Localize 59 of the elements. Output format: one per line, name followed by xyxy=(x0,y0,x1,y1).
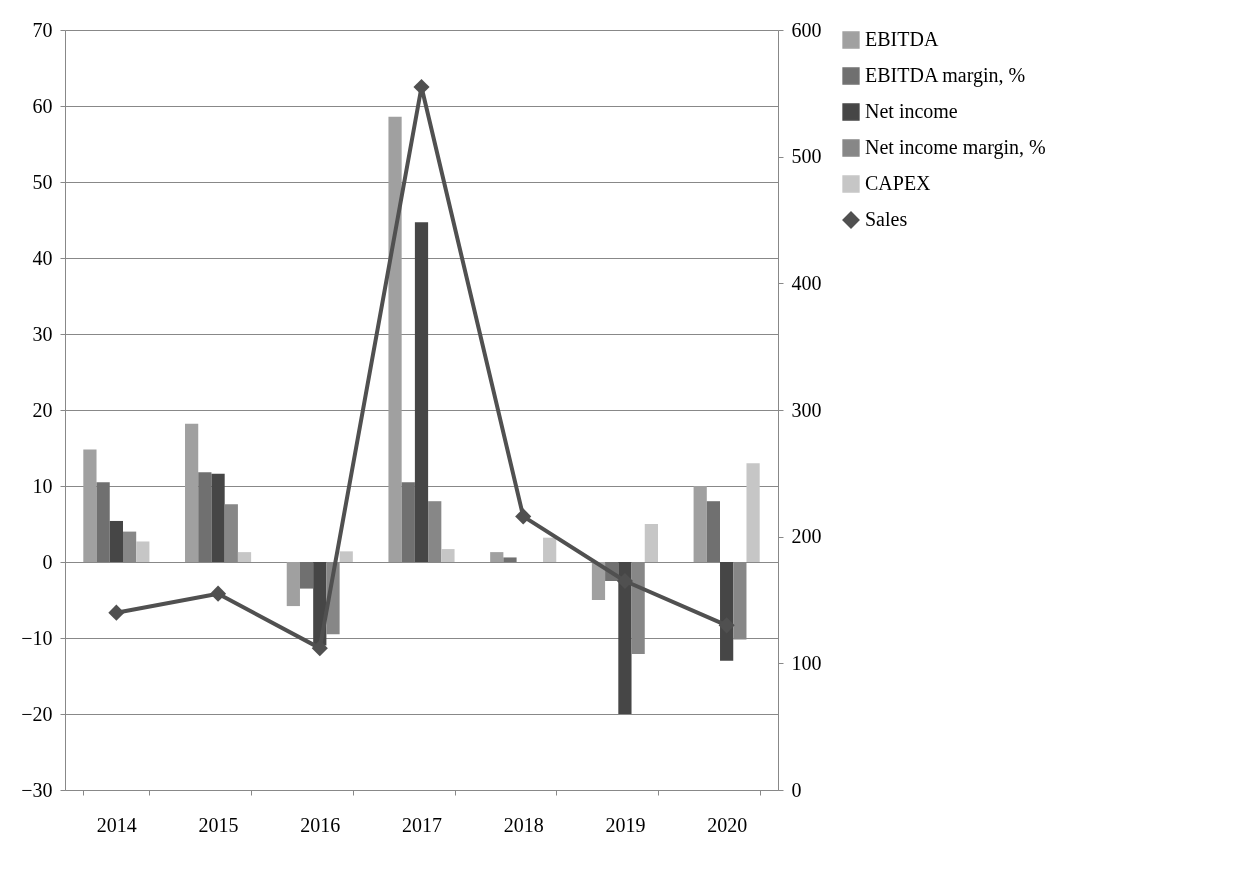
legend-label: Sales xyxy=(865,208,908,230)
bar xyxy=(490,552,504,562)
bar xyxy=(441,549,455,562)
point xyxy=(718,617,735,634)
y-tick-label: −30 xyxy=(21,778,53,801)
x-tick-label: 2018 xyxy=(503,813,544,836)
legend-label: EBITDA margin, % xyxy=(865,64,1026,87)
bar xyxy=(211,473,225,562)
y2-tick-label: 400 xyxy=(791,271,822,294)
y2-tick-label: 100 xyxy=(791,651,822,674)
bar xyxy=(414,222,429,562)
y2-tick-label: 200 xyxy=(791,525,822,548)
y-tick-label: 0 xyxy=(42,550,53,573)
y-tick-label: −20 xyxy=(21,702,53,725)
y-tick-label: 30 xyxy=(32,322,53,345)
bar xyxy=(388,116,402,562)
y-tick-label: 50 xyxy=(32,170,53,193)
x-tick-label: 2019 xyxy=(605,813,646,836)
bar xyxy=(96,482,110,562)
bar xyxy=(136,541,150,562)
x-tick-label: 2014 xyxy=(96,813,137,836)
y2-tick-label: 0 xyxy=(791,778,802,801)
point xyxy=(210,585,227,602)
bar xyxy=(299,562,314,589)
x-tick-label: 2016 xyxy=(300,813,341,836)
legend-label: CAPEX xyxy=(865,172,932,194)
legend-label: Net income margin, % xyxy=(865,136,1046,159)
bar xyxy=(286,562,300,607)
y-tick-label: 40 xyxy=(32,246,53,269)
bar xyxy=(237,552,252,562)
bar xyxy=(109,520,123,562)
bar xyxy=(693,486,707,562)
bar xyxy=(706,501,721,562)
bar xyxy=(339,551,353,562)
x-tick-label: 2020 xyxy=(707,813,748,836)
point xyxy=(311,640,328,657)
bar xyxy=(83,449,97,562)
x-tick-label: 2017 xyxy=(402,813,442,836)
legend-label: Net income xyxy=(865,100,958,122)
bar xyxy=(401,482,415,562)
point xyxy=(515,508,532,525)
y2-tick-label: 600 xyxy=(791,18,822,41)
y-tick-label: 70 xyxy=(32,18,53,41)
y2-tick-label: 300 xyxy=(791,398,822,421)
bar xyxy=(543,537,557,562)
y-tick-label: −10 xyxy=(21,626,53,649)
bar xyxy=(746,463,760,562)
bar xyxy=(185,423,199,562)
point xyxy=(108,604,125,621)
bar xyxy=(198,472,212,562)
y-tick-label: 10 xyxy=(32,474,53,497)
x-tick-label: 2015 xyxy=(198,813,239,836)
bar xyxy=(644,524,658,562)
point xyxy=(616,572,633,590)
y-tick-label: 60 xyxy=(32,94,53,117)
bar xyxy=(503,557,517,562)
legend-label: EBITDA xyxy=(865,28,939,50)
y2-tick-label: 500 xyxy=(791,145,822,168)
y-tick-label: 20 xyxy=(32,398,53,421)
